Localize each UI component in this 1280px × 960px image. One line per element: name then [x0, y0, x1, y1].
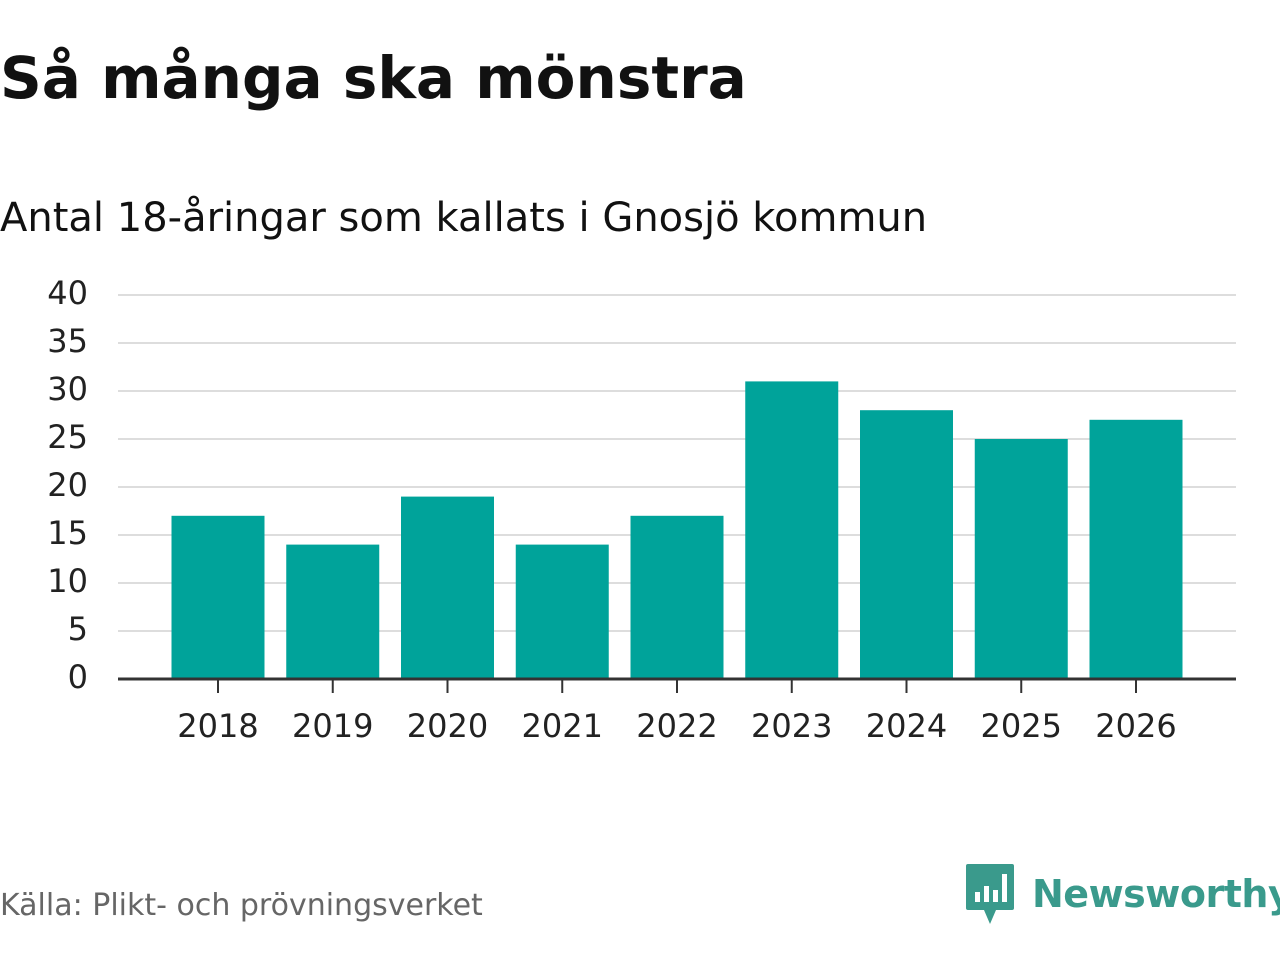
bar-chart-speech-bubble-icon	[966, 864, 1014, 924]
y-tick-label: 40	[47, 274, 88, 312]
x-tick-label: 2019	[292, 707, 373, 745]
bar-2026	[1089, 419, 1183, 679]
chart-title: Så många ska mönstra	[0, 44, 747, 112]
x-tick-label: 2022	[636, 707, 717, 745]
y-tick-label: 30	[47, 370, 88, 408]
chart-subtitle: Antal 18-åringar som kallats i Gnosjö ko…	[0, 195, 928, 241]
bar-2018	[171, 515, 265, 679]
brand-name: Newsworthy	[1032, 872, 1280, 916]
y-tick-label: 35	[47, 322, 88, 360]
x-tick-label: 2018	[177, 707, 258, 745]
source-note: Källa: Plikt- och prövningsverket	[0, 888, 483, 923]
y-tick-label: 10	[47, 562, 88, 600]
y-tick-label: 5	[68, 610, 88, 648]
bars	[171, 381, 1183, 679]
bar-2021	[515, 544, 609, 679]
x-tick-label: 2025	[981, 707, 1062, 745]
y-tick-label: 0	[68, 658, 88, 696]
x-axis-tick-labels: 2018 2019 2020 2021 2022 2023 2024 2025 2026	[177, 707, 1176, 745]
y-axis-tick-labels: 0 5 10 15 20 25 30 35 40	[47, 274, 88, 696]
x-axis	[118, 677, 1236, 693]
x-tick-label: 2021	[522, 707, 603, 745]
bar-2020	[401, 496, 494, 679]
bar-2024	[860, 410, 953, 679]
x-tick-label: 2024	[866, 707, 947, 745]
y-tick-label: 20	[47, 466, 88, 504]
x-tick-label: 2020	[407, 707, 488, 745]
y-tick-label: 15	[47, 514, 88, 552]
bar-2025	[974, 439, 1068, 679]
x-tick-label: 2023	[751, 707, 832, 745]
newsworthy-logo[interactable]: Newsworthy	[964, 862, 1280, 926]
bar-2022	[630, 515, 724, 679]
bar-2019	[286, 544, 380, 679]
bar-2023	[745, 381, 839, 679]
x-tick-label: 2026	[1095, 707, 1176, 745]
y-tick-label: 25	[47, 418, 88, 456]
